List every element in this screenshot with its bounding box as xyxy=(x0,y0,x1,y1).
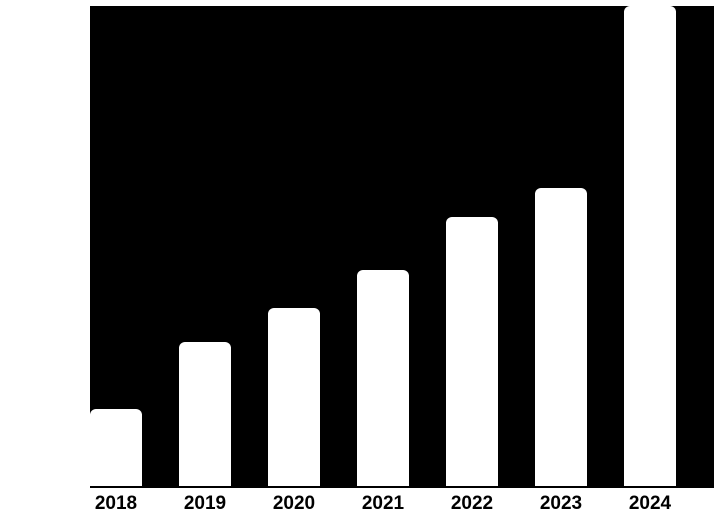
x-axis-label: 2024 xyxy=(629,493,671,515)
bar xyxy=(446,217,498,486)
bar xyxy=(624,6,676,486)
bar xyxy=(179,342,231,486)
x-axis-label: 2023 xyxy=(540,493,582,515)
x-axis-label: 2019 xyxy=(184,493,226,515)
bar xyxy=(90,409,142,486)
x-axis-label: 2018 xyxy=(95,493,137,515)
x-axis-label: 2022 xyxy=(451,493,493,515)
bar-chart: 2018 2019 2020 2021 2022 2023 2024 xyxy=(0,0,717,526)
bar xyxy=(268,308,320,486)
x-axis-label: 2021 xyxy=(362,493,404,515)
bar xyxy=(535,188,587,486)
bar xyxy=(357,270,409,486)
x-axis-label: 2020 xyxy=(273,493,315,515)
x-axis-line xyxy=(90,486,714,488)
plot-area xyxy=(90,6,714,486)
